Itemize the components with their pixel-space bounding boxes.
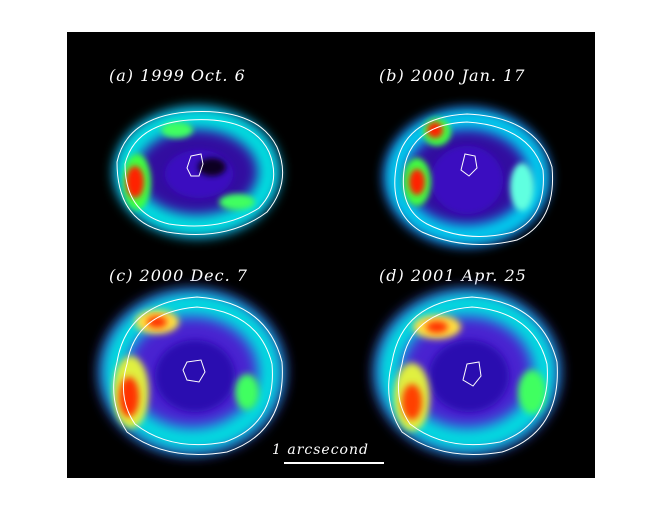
panel-d: (d) 2001 Apr. 25: [357, 266, 607, 472]
panel-c: (c) 2000 Dec. 7: [87, 266, 337, 472]
panel-c-label: (c) 2000 Dec. 7: [109, 266, 248, 285]
ring-image-a: [114, 107, 284, 237]
panel-b: (b) 2000 Jan. 17: [357, 66, 607, 272]
scalebar-label: 1 arcsecond: [272, 442, 369, 458]
ring-image-b: [385, 109, 554, 245]
panel-a-label: (a) 1999 Oct. 6: [109, 66, 246, 85]
image-frame: (a) 1999 Oct. 6 (b) 2000 Jan. 17: [67, 32, 595, 478]
panel-b-label: (b) 2000 Jan. 17: [379, 66, 526, 85]
ring-image-c: [100, 290, 284, 455]
panel-a: (a) 1999 Oct. 6: [87, 66, 337, 272]
panel-d-label: (d) 2001 Apr. 25: [379, 266, 527, 285]
scalebar-line: [284, 462, 384, 464]
ring-image-d: [375, 290, 559, 455]
